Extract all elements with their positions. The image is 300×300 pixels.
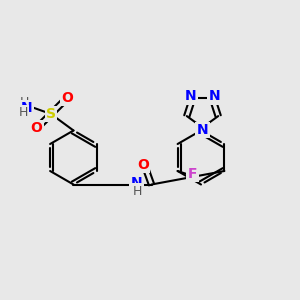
- Text: N: N: [209, 89, 220, 103]
- Text: F: F: [188, 167, 197, 181]
- Text: S: S: [46, 107, 56, 121]
- Text: H: H: [133, 184, 142, 198]
- Text: O: O: [61, 91, 73, 105]
- Text: N: N: [21, 101, 33, 115]
- Text: N: N: [184, 89, 196, 103]
- Text: H: H: [19, 96, 29, 110]
- Text: H: H: [19, 106, 28, 119]
- Text: N: N: [197, 123, 208, 137]
- Text: N: N: [131, 176, 142, 190]
- Text: O: O: [137, 158, 149, 172]
- Text: O: O: [31, 122, 43, 135]
